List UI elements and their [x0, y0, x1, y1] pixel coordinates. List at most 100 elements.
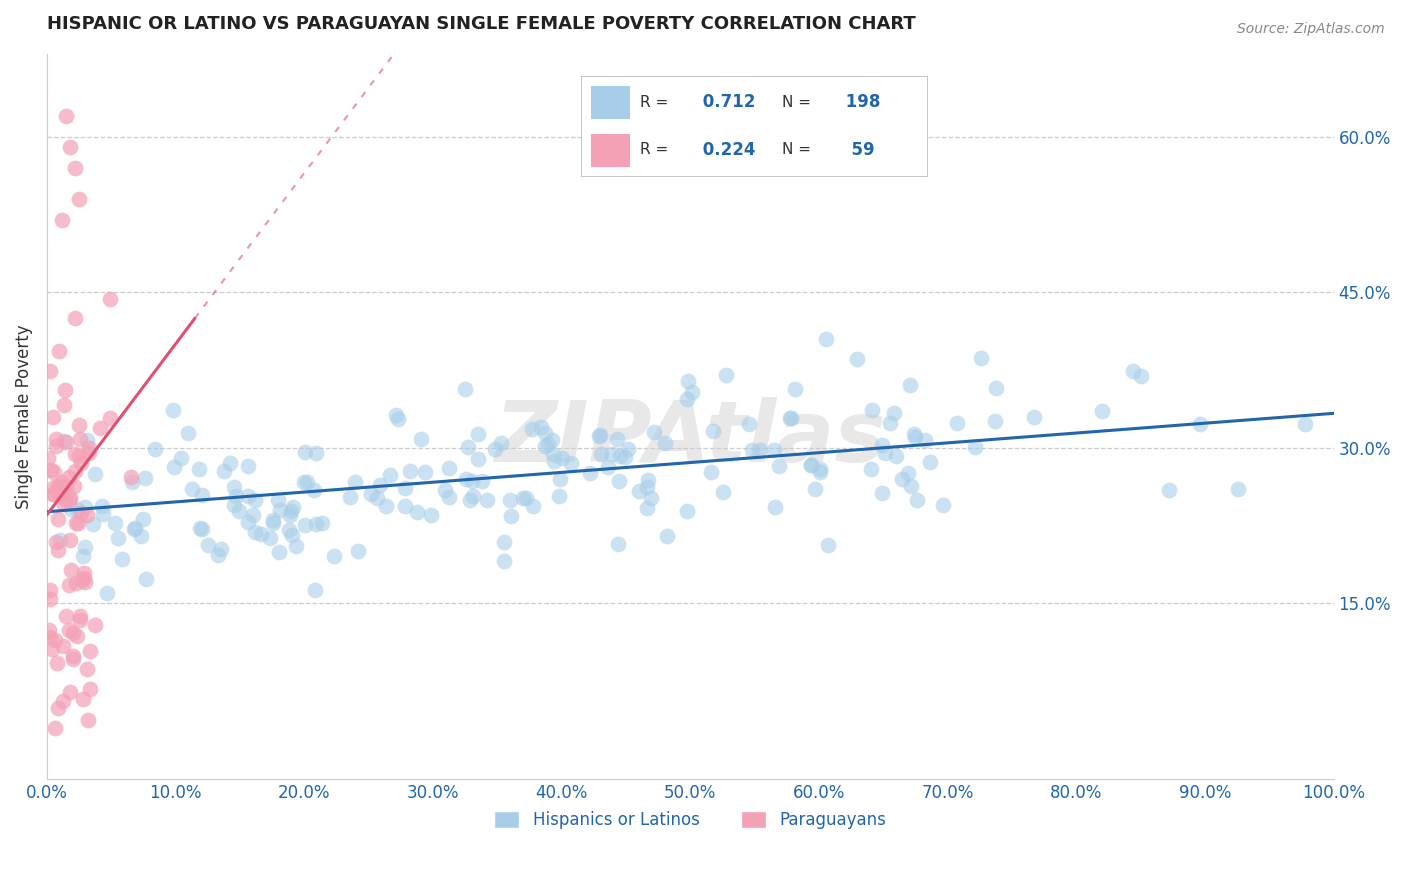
Point	[38, 583, 60, 598]
Point	[242, 508, 264, 522]
Point	[39, 462, 62, 476]
Point	[79, 644, 101, 658]
Point	[311, 516, 333, 530]
Point	[515, 491, 537, 506]
Point	[600, 447, 623, 461]
Point	[77, 713, 100, 727]
Point	[218, 456, 240, 470]
Point	[368, 478, 391, 492]
Point	[394, 499, 416, 513]
Point	[52, 497, 75, 511]
Point	[578, 466, 600, 480]
Point	[614, 450, 637, 464]
Point	[188, 462, 211, 476]
Point	[419, 508, 441, 522]
Point	[52, 434, 75, 449]
Point	[170, 451, 193, 466]
Point	[236, 515, 259, 529]
Point	[53, 491, 76, 506]
Point	[277, 523, 299, 537]
Point	[551, 451, 574, 466]
Point	[548, 489, 571, 503]
Point	[67, 449, 90, 463]
Point	[63, 479, 86, 493]
Point	[607, 475, 630, 489]
Point	[437, 460, 460, 475]
Point	[779, 411, 801, 425]
Point	[65, 516, 87, 530]
Point	[714, 368, 737, 382]
Point	[879, 416, 901, 430]
Point	[872, 438, 894, 452]
Point	[963, 440, 986, 454]
Point	[42, 487, 65, 501]
Point	[399, 464, 422, 478]
Point	[107, 531, 129, 545]
Point	[76, 662, 98, 676]
Point	[676, 503, 699, 517]
Point	[104, 516, 127, 531]
Point	[815, 332, 838, 346]
Point	[588, 429, 610, 443]
Point	[530, 420, 553, 434]
Point	[52, 693, 75, 707]
Point	[44, 432, 66, 446]
Point	[131, 529, 153, 543]
Point	[46, 512, 69, 526]
Point	[484, 442, 506, 456]
Point	[49, 488, 72, 502]
Point	[512, 491, 534, 506]
Point	[534, 426, 557, 441]
Point	[238, 489, 260, 503]
Point	[637, 473, 659, 487]
Point	[58, 623, 80, 637]
Point	[38, 624, 60, 638]
Point	[640, 491, 662, 506]
Point	[676, 374, 699, 388]
Y-axis label: Single Female Poverty: Single Female Poverty	[15, 324, 32, 508]
Point	[77, 446, 100, 460]
Point	[58, 470, 80, 484]
Text: HISPANIC OR LATINO VS PARAGUAYAN SINGLE FEMALE POVERTY CORRELATION CHART: HISPANIC OR LATINO VS PARAGUAYAN SINGLE …	[46, 15, 915, 33]
Point	[120, 470, 142, 484]
Point	[59, 502, 82, 516]
Point	[84, 618, 107, 632]
Point	[42, 480, 65, 494]
Point	[550, 472, 572, 486]
Point	[411, 432, 433, 446]
Point	[177, 426, 200, 441]
Point	[304, 582, 326, 597]
Point	[82, 517, 104, 532]
Point	[249, 526, 271, 541]
Point	[800, 458, 823, 472]
Point	[281, 500, 304, 514]
Point	[1294, 417, 1316, 431]
Point	[228, 504, 250, 518]
Point	[55, 608, 77, 623]
Point	[810, 462, 832, 476]
Point	[628, 484, 651, 499]
Point	[55, 109, 77, 123]
Point	[1188, 417, 1211, 432]
Point	[817, 538, 839, 552]
Point	[243, 525, 266, 540]
Point	[458, 492, 481, 507]
Point	[655, 529, 678, 543]
Point	[77, 441, 100, 455]
Point	[72, 573, 94, 587]
Point	[66, 516, 89, 530]
Point	[62, 648, 84, 663]
Point	[134, 471, 156, 485]
Point	[89, 421, 111, 435]
Point	[489, 436, 512, 450]
Point	[41, 642, 63, 657]
Point	[711, 484, 734, 499]
Point	[918, 455, 941, 469]
Point	[875, 446, 897, 460]
Point	[65, 576, 87, 591]
Point	[541, 434, 564, 448]
Point	[537, 436, 560, 450]
Point	[58, 578, 80, 592]
Point	[98, 410, 121, 425]
Point	[197, 538, 219, 552]
